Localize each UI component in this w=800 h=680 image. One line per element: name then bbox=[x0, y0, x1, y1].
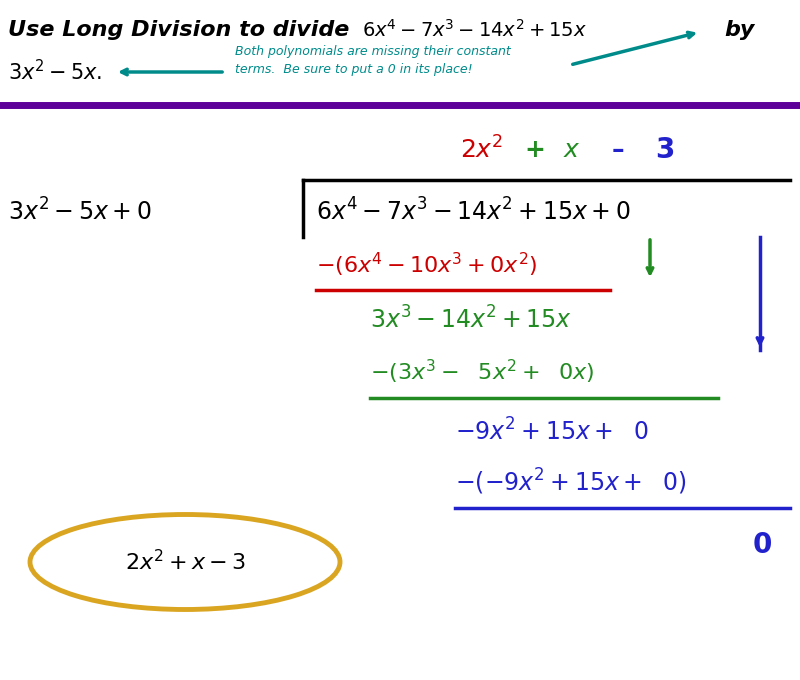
Text: $2x^2 + x - 3$: $2x^2 + x - 3$ bbox=[125, 549, 246, 575]
Text: $3x^3 - 14x^2 + 15x$: $3x^3 - 14x^2 + 15x$ bbox=[370, 307, 572, 334]
Text: +: + bbox=[525, 138, 546, 162]
Text: $3x^2 - 5x + 0$: $3x^2 - 5x + 0$ bbox=[8, 199, 152, 226]
Text: $3x^2 - 5x.$: $3x^2 - 5x.$ bbox=[8, 59, 102, 84]
Text: $6x^4 - 7x^3 - 14x^2 + 15x$: $6x^4 - 7x^3 - 14x^2 + 15x$ bbox=[362, 19, 587, 41]
Text: by: by bbox=[724, 20, 754, 40]
Text: 3: 3 bbox=[655, 136, 674, 164]
Text: Use Long Division to divide: Use Long Division to divide bbox=[8, 20, 350, 40]
Text: $x$: $x$ bbox=[563, 138, 581, 162]
Text: $-(-9x^2 + 15x +\ \ 0)$: $-(-9x^2 + 15x +\ \ 0)$ bbox=[455, 467, 686, 497]
Text: $6x^4 - 7x^3 - 14x^2 + 15x + 0$: $6x^4 - 7x^3 - 14x^2 + 15x + 0$ bbox=[316, 199, 630, 226]
Text: $-(3x^3 -\ \ 5x^2 +\ \ 0x)$: $-(3x^3 -\ \ 5x^2 +\ \ 0x)$ bbox=[370, 358, 594, 386]
Text: $-(6x^4 - 10x^3 + 0x^2)$: $-(6x^4 - 10x^3 + 0x^2)$ bbox=[316, 251, 538, 279]
Ellipse shape bbox=[30, 515, 340, 609]
Text: Both polynomials are missing their constant
terms.  Be sure to put a 0 in its pl: Both polynomials are missing their const… bbox=[235, 44, 510, 75]
Text: –: – bbox=[612, 138, 624, 162]
Text: 0: 0 bbox=[752, 531, 772, 559]
Text: $2x^2$: $2x^2$ bbox=[460, 137, 504, 164]
Text: $-9x^2 + 15x +\ \ 0$: $-9x^2 + 15x +\ \ 0$ bbox=[455, 418, 649, 445]
